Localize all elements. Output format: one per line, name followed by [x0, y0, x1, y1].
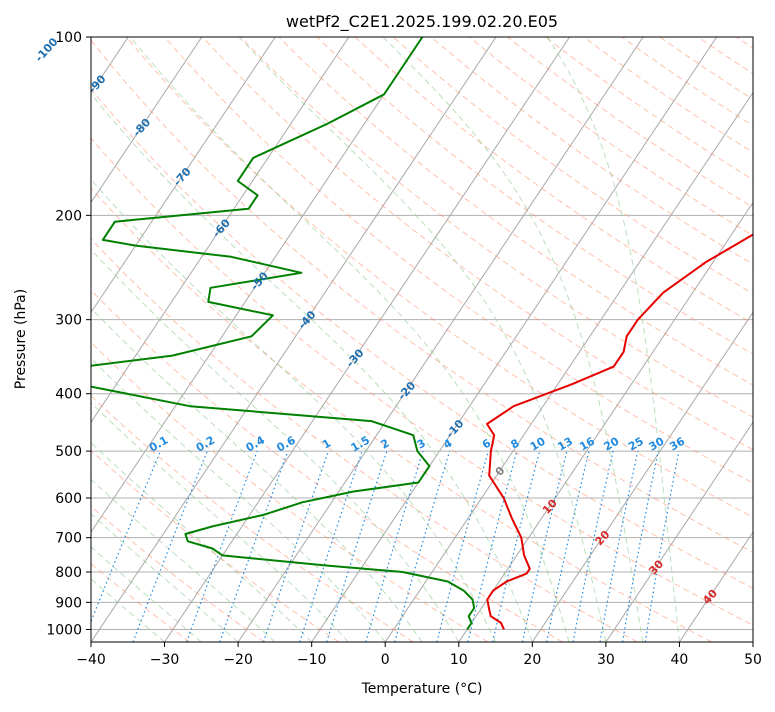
y-tick-label: 400 [55, 387, 82, 403]
y-tick-label: 600 [55, 491, 82, 507]
y-tick-label: 800 [55, 565, 82, 581]
x-tick-label: −30 [150, 652, 180, 668]
y-tick-label: 700 [55, 531, 82, 547]
y-tick-label: 900 [55, 595, 82, 611]
y-tick-label: 300 [55, 313, 82, 329]
y-tick-label: 200 [55, 208, 82, 224]
y-tick-label: 100 [55, 30, 82, 46]
x-tick-label: 20 [523, 652, 541, 668]
x-tick-label: −10 [297, 652, 327, 668]
x-tick-label: 10 [450, 652, 468, 668]
y-tick-label: 1000 [46, 622, 82, 638]
x-axis-label: Temperature (°C) [361, 681, 483, 697]
x-tick-label: 50 [744, 652, 762, 668]
y-tick-label: 500 [55, 444, 82, 460]
x-tick-label: 0 [381, 652, 390, 668]
x-tick-label: 30 [597, 652, 615, 668]
x-tick-label: −20 [223, 652, 253, 668]
chart-title: wetPf2_C2E1.2025.199.02.20.E05 [286, 12, 558, 32]
x-tick-label: −40 [76, 652, 106, 668]
y-axis-label: Pressure (hPa) [13, 289, 29, 389]
x-tick-label: 40 [671, 652, 689, 668]
